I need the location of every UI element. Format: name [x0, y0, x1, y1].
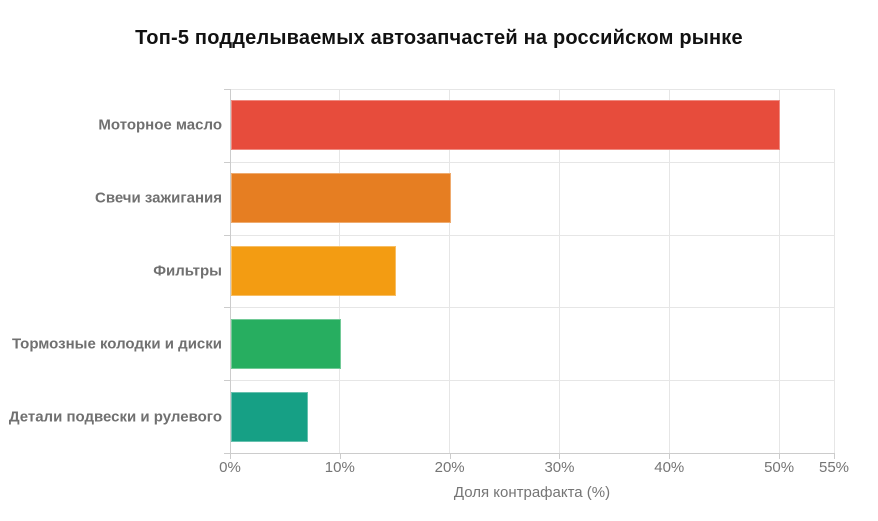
horizontal-gridline [230, 161, 834, 163]
x-tick-label: 10% [324, 459, 355, 476]
x-tick-label: 30% [544, 459, 575, 476]
y-axis-line [230, 89, 231, 454]
x-axis-line [230, 453, 835, 454]
x-tick-label: 55% [818, 459, 850, 476]
horizontal-gridline [230, 89, 834, 90]
chart-bar[interactable] [231, 246, 396, 296]
vertical-gridline [668, 89, 670, 453]
chart-bar[interactable] [231, 318, 341, 369]
x-tick-mark [669, 453, 671, 459]
horizontal-gridline [230, 234, 834, 236]
category-label: Детали подвески и рулевого [8, 408, 222, 426]
x-tick-mark [449, 453, 451, 459]
x-axis-title: Доля контрафакта (%) [453, 484, 611, 501]
horizontal-gridline [230, 307, 834, 309]
category-label: Моторное масло [98, 116, 222, 134]
horizontal-gridline [230, 380, 834, 382]
x-tick-label: 0% [219, 459, 241, 476]
chart-bar[interactable] [231, 391, 308, 442]
chart-title: Топ-5 подделываемых автозапчастей на рос… [135, 27, 743, 49]
vertical-gridline [558, 89, 560, 453]
category-label: Свечи зажигания [94, 189, 222, 207]
x-tick-mark [230, 453, 231, 459]
chart-bar[interactable] [231, 173, 451, 224]
x-tick-mark [834, 453, 835, 459]
y-tick-mark [224, 380, 230, 382]
x-tick-mark [559, 453, 561, 459]
y-tick-mark [224, 453, 230, 454]
x-tick-mark [339, 453, 341, 459]
chart-bar[interactable] [231, 100, 781, 151]
x-tick-label: 40% [654, 459, 685, 476]
y-tick-mark [224, 89, 230, 90]
category-label: Фильтры [153, 262, 222, 280]
vertical-gridline [833, 89, 835, 453]
y-tick-mark [224, 307, 230, 309]
x-tick-mark [779, 453, 781, 459]
x-tick-label: 20% [434, 459, 465, 476]
plot-area [230, 89, 835, 453]
vertical-gridline [778, 89, 780, 453]
x-tick-label: 50% [764, 459, 795, 476]
category-label: Тормозные колодки и диски [11, 335, 222, 353]
vertical-gridline [449, 89, 451, 453]
y-tick-mark [224, 234, 230, 236]
y-tick-mark [224, 161, 230, 163]
